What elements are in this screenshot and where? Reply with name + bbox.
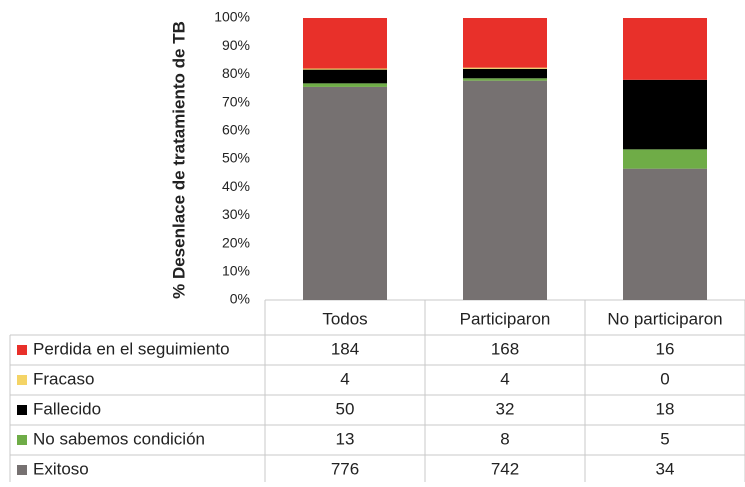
- y-tick-label: 100%: [214, 9, 250, 25]
- bar-segment: [463, 18, 547, 68]
- y-tick-label: 90%: [222, 37, 250, 53]
- bar-segment: [463, 67, 547, 69]
- bar-segment: [623, 79, 707, 150]
- legend-swatch: [17, 435, 27, 445]
- legend-swatch: [17, 465, 27, 475]
- y-tick-label: 30%: [222, 206, 250, 222]
- x-tick-label: Todos: [322, 309, 367, 328]
- legend-label: No sabemos condición: [33, 429, 205, 448]
- table-value: 0: [660, 369, 669, 388]
- bar-segment: [623, 18, 707, 80]
- bar-segment: [463, 78, 547, 81]
- legend-label: Exitoso: [33, 459, 89, 478]
- y-tick-label: 0%: [230, 291, 250, 307]
- table-value: 8: [500, 429, 509, 448]
- table-value: 50: [336, 399, 355, 418]
- table-value: 168: [491, 339, 519, 358]
- table-value: 5: [660, 429, 669, 448]
- table-value: 13: [336, 429, 355, 448]
- table-value: 32: [496, 399, 515, 418]
- bar-segment: [623, 168, 707, 300]
- legend-label: Perdida en el seguimiento: [33, 339, 230, 358]
- bar-segment: [463, 80, 547, 301]
- y-tick-label: 50%: [222, 150, 250, 166]
- table-value: 742: [491, 459, 519, 478]
- x-tick-label: No participaron: [607, 309, 722, 328]
- bar-segment: [303, 69, 387, 84]
- bar-segment: [303, 83, 387, 87]
- table-value: 776: [331, 459, 359, 478]
- y-tick-label: 70%: [222, 93, 250, 109]
- bar-segment: [303, 86, 387, 300]
- table-value: 4: [500, 369, 509, 388]
- y-tick-label: 20%: [222, 234, 250, 250]
- y-tick-label: 60%: [222, 122, 250, 138]
- bar-segment: [303, 18, 387, 69]
- legend-swatch: [17, 345, 27, 355]
- legend-label: Fracaso: [33, 369, 94, 388]
- y-tick-label: 40%: [222, 178, 250, 194]
- table-value: 34: [656, 459, 675, 478]
- legend-label: Fallecido: [33, 399, 101, 418]
- y-axis-title: % Desenlace de tratamiento de TB: [169, 21, 188, 299]
- bar-segment: [303, 68, 387, 70]
- x-tick-label: Participaron: [460, 309, 551, 328]
- y-tick-label: 80%: [222, 65, 250, 81]
- bar-segment: [623, 149, 707, 169]
- table-value: 16: [656, 339, 675, 358]
- table-value: 18: [656, 399, 675, 418]
- legend-swatch: [17, 375, 27, 385]
- table-value: 4: [340, 369, 349, 388]
- table-value: 184: [331, 339, 359, 358]
- legend-swatch: [17, 405, 27, 415]
- y-tick-label: 10%: [222, 263, 250, 279]
- bar-segment: [463, 68, 547, 79]
